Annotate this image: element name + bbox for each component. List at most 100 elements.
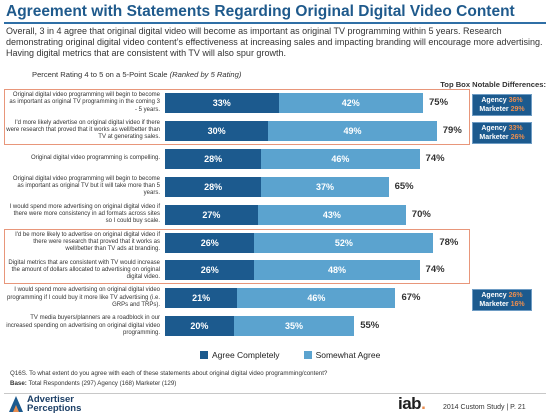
category-label: I would spend more advertising on origin…: [7, 287, 160, 308]
bar-agree-completely: [165, 260, 255, 281]
badge-percent: 16%: [510, 301, 525, 309]
bar-agree-completely: [165, 288, 238, 309]
legend-swatch-agree-completely: [200, 351, 208, 359]
badge-audience: Marketer: [479, 106, 511, 113]
bar-somewhat-agree: [237, 288, 396, 309]
bar-somewhat-agree: [261, 148, 420, 169]
title-underline: [4, 22, 546, 24]
bar-value-agree-completely: 28%: [204, 153, 223, 164]
page-title: Agreement with Statements Regarding Orig…: [6, 3, 515, 20]
bar-total-label: 74%: [425, 264, 445, 276]
bar-somewhat-agree: [278, 93, 423, 113]
bar-agree-completely: [165, 93, 279, 113]
bar-value-agree-completely: 26%: [200, 265, 219, 276]
bar-value-agree-completely: 26%: [200, 237, 219, 248]
bar-value-somewhat-agree: 46%: [307, 293, 326, 304]
bar-agree-completely: [165, 316, 234, 337]
notable-difference-badge: Agency 33% Marketer 26%: [472, 121, 532, 144]
badge-percent: 26%: [508, 292, 523, 300]
iab-dot: .: [421, 394, 426, 413]
logo-line-2: Perceptions: [27, 403, 82, 414]
logo-line-1: Advertiser: [27, 394, 74, 405]
bar-agree-completely: [165, 232, 255, 253]
bar-somewhat-agree: [268, 120, 437, 141]
bar-total-label: 78%: [439, 236, 459, 248]
bar-total-label: 74%: [425, 152, 445, 164]
chart-legend: Agree Completely Somewhat Agree: [200, 349, 404, 361]
bar-total-label: 70%: [411, 208, 431, 220]
badge-audience: Agency: [481, 97, 509, 104]
category-label: I would spend more advertising on origin…: [9, 203, 160, 225]
bar-agree-completely: [165, 148, 262, 169]
intro-paragraph: Overall, 3 in 4 agree that original digi…: [6, 26, 543, 59]
notable-difference-badge: Agency 26% Marketer 16%: [472, 289, 532, 312]
bar-value-agree-completely: 21%: [192, 293, 211, 304]
bar-somewhat-agree: [261, 176, 389, 197]
advertiser-perceptions-mark-icon: [9, 396, 23, 412]
chart-subtitle-text: Percent Rating 4 to 5 on a 5-Point Scale: [32, 70, 168, 79]
category-label: Digital metrics that are consistent with…: [8, 259, 160, 280]
bar-total-label: 67%: [401, 292, 421, 304]
highlight-box: [4, 228, 470, 285]
badge-audience: Marketer: [479, 133, 511, 141]
badge-audience: Agency: [481, 124, 509, 132]
bar-total-label: 79%: [442, 124, 462, 136]
bar-value-agree-completely: 33%: [212, 98, 231, 108]
chart-subtitle: Percent Rating 4 to 5 on a 5-Point Scale…: [32, 70, 241, 79]
notable-difference-badge: Agency 36% Marketer 29%: [472, 94, 532, 116]
badge-line: Marketer 16%: [473, 300, 531, 309]
highlight-box: [4, 89, 470, 145]
bar-value-agree-completely: 30%: [207, 125, 226, 136]
bar-somewhat-agree: [254, 232, 434, 253]
bar-total-label: 65%: [394, 180, 414, 192]
badge-line: Marketer 26%: [473, 133, 531, 142]
category-label: Original digital video programming will …: [12, 175, 160, 197]
bar-total-label: 75%: [429, 97, 449, 108]
bar-value-somewhat-agree: 52%: [334, 237, 353, 248]
base-label: Base:: [10, 380, 27, 387]
bar-agree-completely: [165, 120, 269, 141]
iab-logo: iab.: [398, 394, 426, 414]
bar-value-somewhat-agree: 42%: [341, 98, 360, 108]
topbox-heading: Top Box Notable Differences:: [440, 80, 546, 89]
bar-somewhat-agree: [254, 260, 420, 281]
study-page-info: 2014 Custom Study | P. 21: [443, 404, 526, 411]
badge-percent: 33%: [508, 124, 523, 132]
category-label: Original digital video programming will …: [9, 92, 160, 113]
legend-label-agree-completely: Agree Completely: [212, 350, 280, 360]
bar-value-somewhat-agree: 46%: [331, 153, 350, 164]
iab-text: iab: [398, 394, 422, 413]
badge-percent: 36%: [508, 97, 523, 104]
badge-audience: Agency: [481, 292, 509, 300]
base-text: Total Respondents (297) Agency (168) Mar…: [28, 380, 177, 387]
bar-value-agree-completely: 20%: [190, 321, 209, 332]
bar-value-somewhat-agree: 48%: [327, 265, 346, 276]
chart-subtitle-note: (Ranked by 5 Rating): [169, 70, 242, 79]
bar-value-somewhat-agree: 35%: [284, 321, 303, 332]
bar-agree-completely: [165, 176, 262, 197]
category-label: I'd more likely advertise on original di…: [6, 120, 160, 141]
bar-somewhat-agree: [257, 204, 406, 225]
bar-value-agree-completely: 28%: [204, 181, 223, 192]
legend-item-agree-completely: Agree Completely: [200, 350, 280, 360]
legend-item-somewhat-agree: Somewhat Agree: [303, 350, 381, 360]
badge-line: Marketer 29%: [473, 105, 531, 114]
legend-label-somewhat-agree: Somewhat Agree: [315, 350, 381, 360]
badge-line: Agency 36%: [473, 96, 531, 105]
advertiser-perceptions-wordmark: Advertiser Perceptions: [27, 394, 82, 414]
advertiser-perceptions-logo: Advertiser Perceptions: [8, 395, 81, 413]
bar-value-agree-completely: 27%: [202, 209, 221, 220]
legend-swatch-somewhat-agree: [303, 351, 312, 359]
badge-line: Agency 33%: [473, 124, 531, 133]
badge-percent: 26%: [510, 133, 525, 141]
bar-value-somewhat-agree: 43%: [322, 209, 341, 220]
badge-line: Agency 26%: [473, 291, 531, 300]
bar-value-somewhat-agree: 49%: [343, 125, 362, 136]
survey-question: Q16S. To what extent do you agree with e…: [10, 370, 328, 377]
category-label: Original digital video programming is co…: [30, 155, 160, 162]
category-label: I'd be more likely to advertise on origi…: [15, 231, 160, 253]
bar-somewhat-agree: [233, 316, 355, 337]
bar-value-somewhat-agree: 37%: [315, 181, 334, 192]
bar-total-label: 55%: [360, 320, 380, 332]
category-label: TV media buyers/planners are a roadblock…: [6, 315, 160, 336]
